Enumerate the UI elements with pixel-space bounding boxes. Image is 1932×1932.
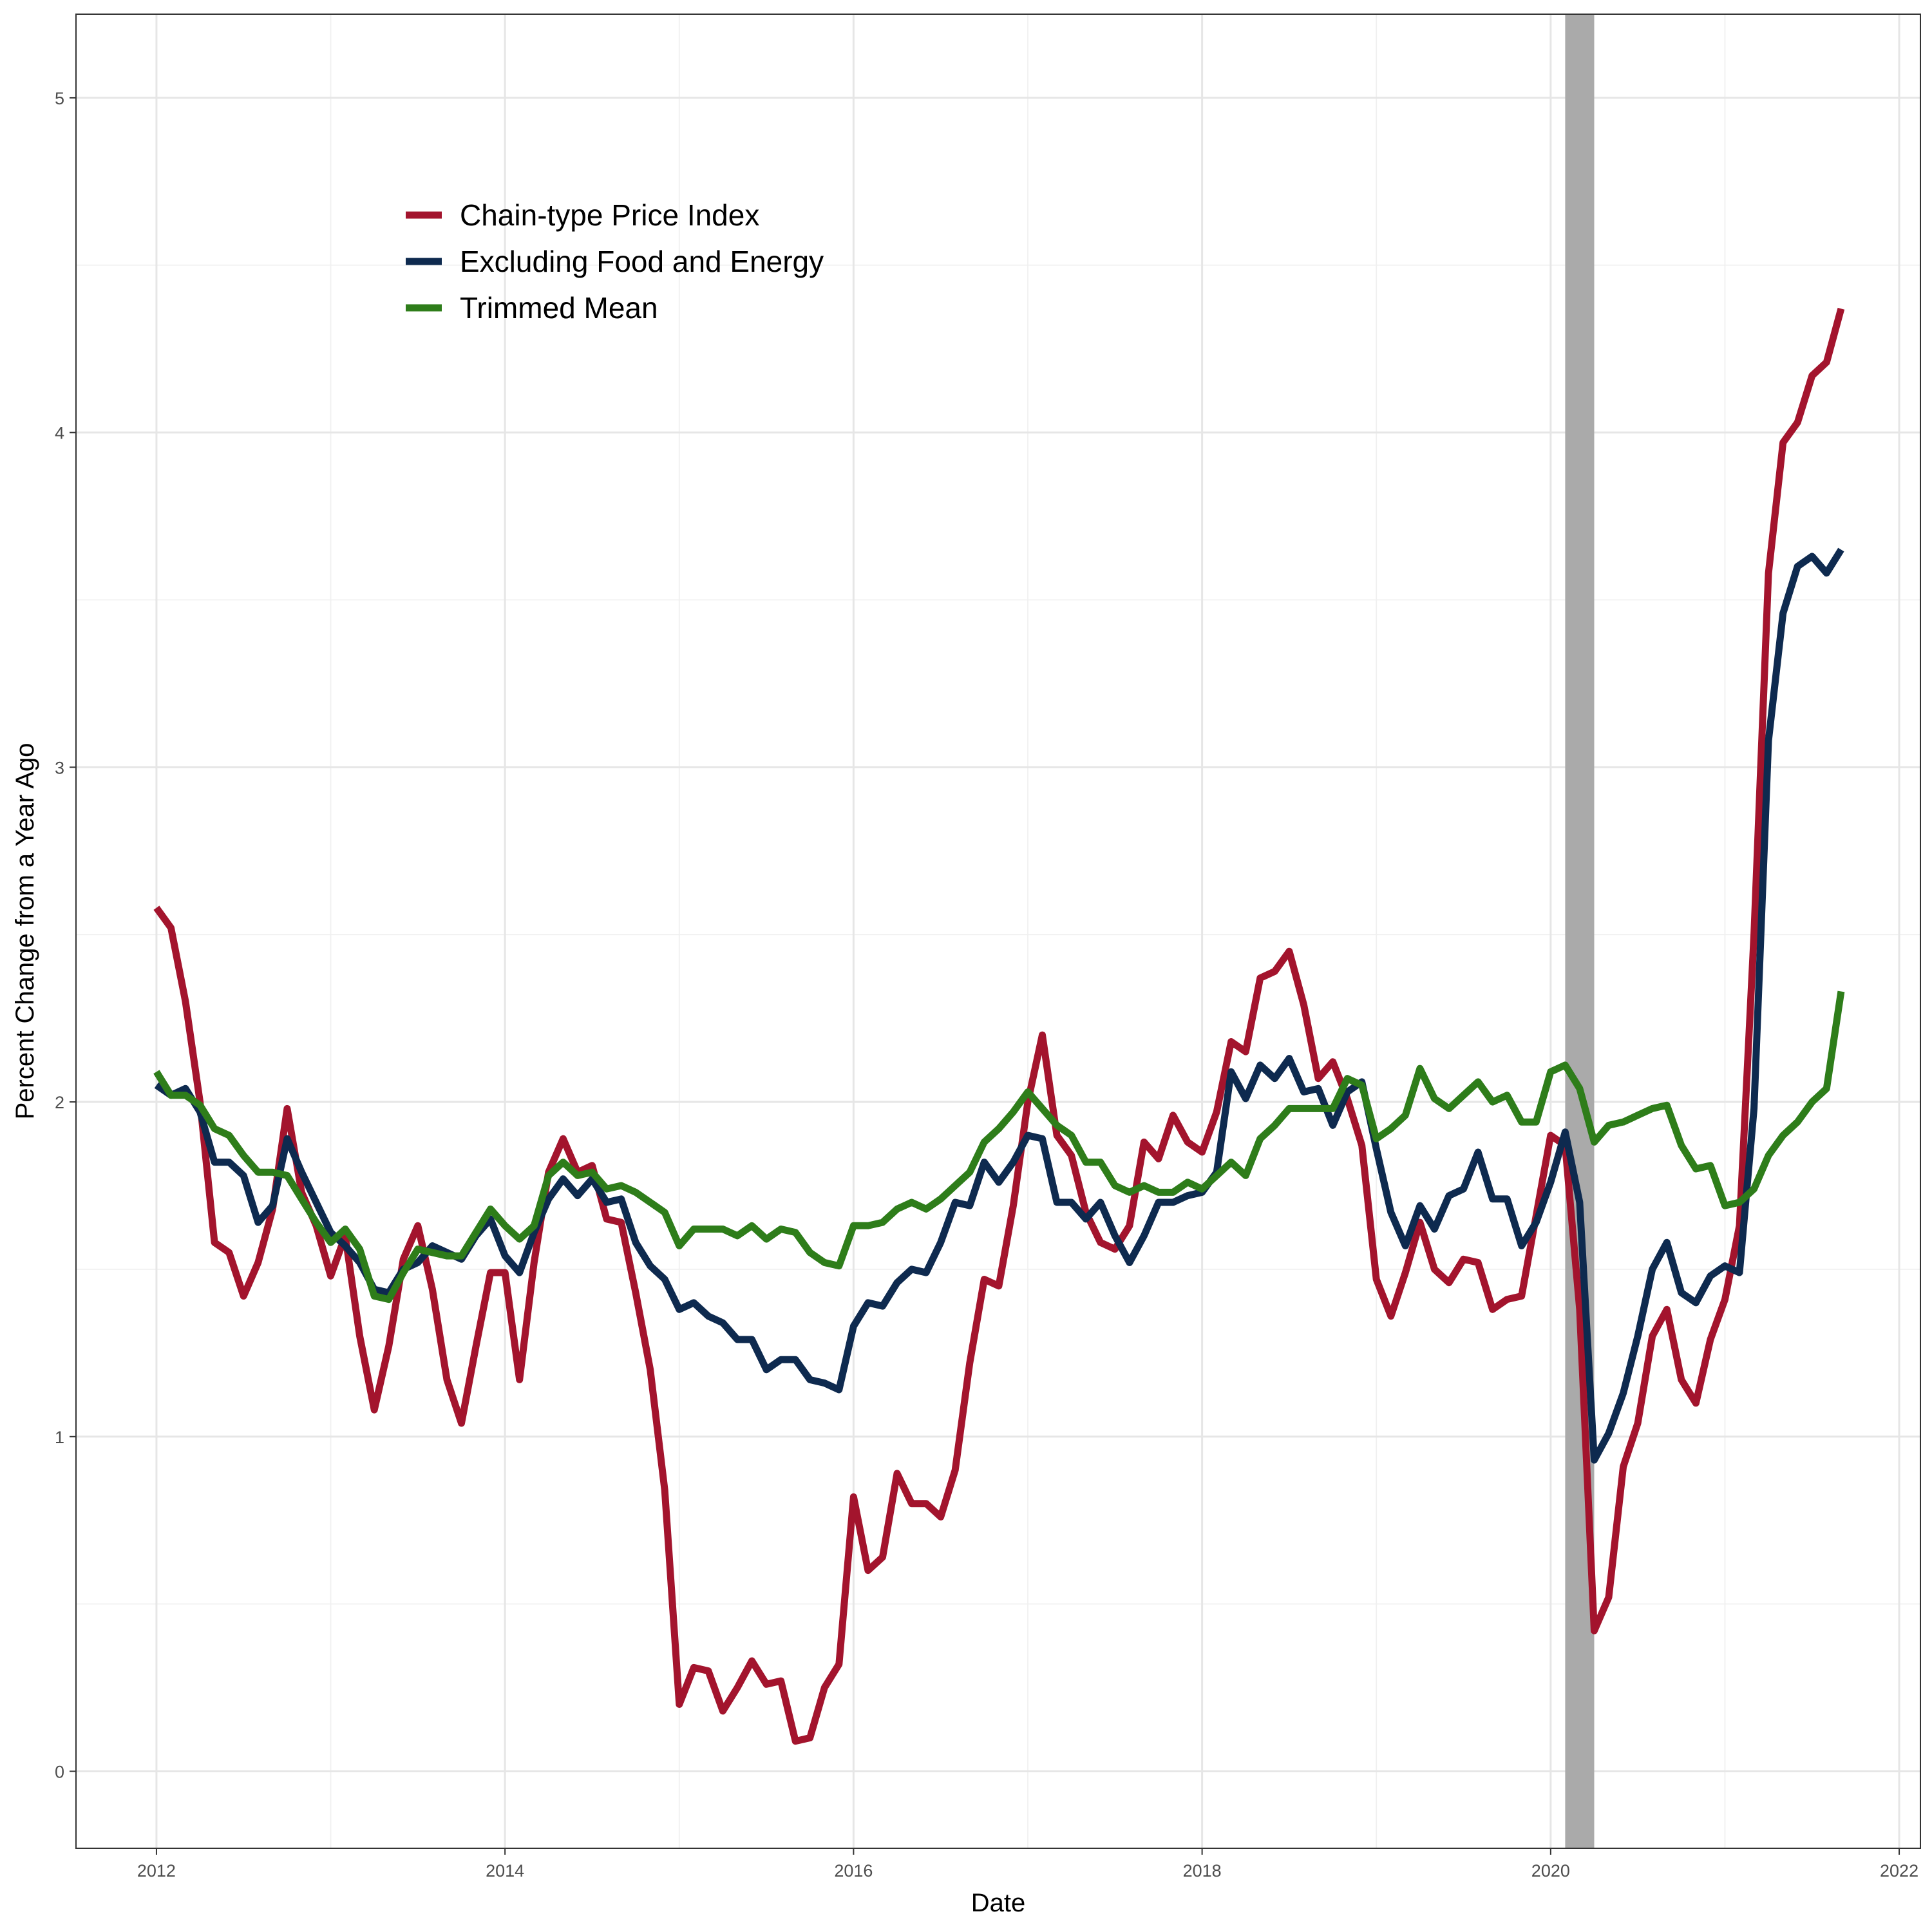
y-tick-label: 1 (55, 1428, 64, 1447)
legend-label-trimmed-mean: Trimmed Mean (460, 291, 658, 325)
x-tick-label: 2022 (1880, 1861, 1918, 1880)
axis-ticks: 2012 2014 2016 2018 2020 2022 0 1 2 3 4 5 (55, 89, 1918, 1880)
x-axis-title: Date (971, 1889, 1026, 1917)
legend-label-chain-type-price-index: Chain-type Price Index (460, 198, 759, 232)
x-tick-label: 2020 (1531, 1861, 1570, 1880)
excluding-food-and-energy-line (154, 547, 1844, 1464)
x-tick-label: 2014 (486, 1861, 524, 1880)
y-tick-label: 0 (55, 1762, 64, 1781)
y-axis-title: Percent Change from a Year Ago (11, 743, 39, 1120)
legend-label-excluding-food-and-energy: Excluding Food and Energy (460, 245, 824, 278)
grid-lines (76, 14, 1920, 1848)
y-tick-label: 5 (55, 89, 64, 108)
y-tick-label: 3 (55, 758, 64, 777)
x-tick-label: 2018 (1183, 1861, 1222, 1880)
plot-panel-border (75, 14, 1921, 1849)
trimmed-mean-line (153, 990, 1845, 1303)
series-lines (153, 307, 1845, 1745)
y-tick-label: 4 (55, 424, 64, 443)
x-tick-label: 2012 (137, 1861, 176, 1880)
x-tick-label: 2016 (834, 1861, 873, 1880)
y-tick-label: 2 (55, 1093, 64, 1112)
legend: Chain-type Price Index Excluding Food and… (406, 198, 824, 325)
